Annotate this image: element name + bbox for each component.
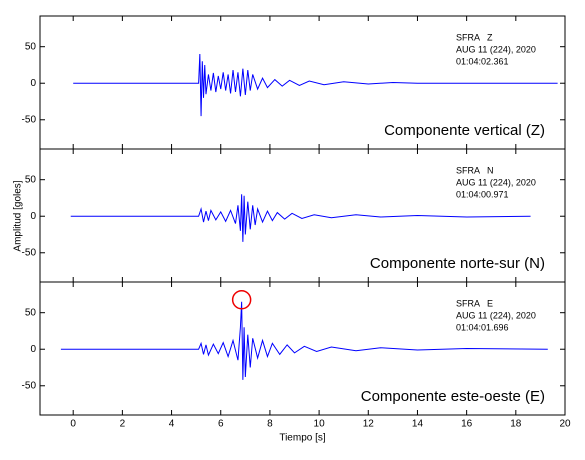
panel-title: Componente este-oeste (E): [361, 388, 545, 405]
y-tick-label: 0: [30, 78, 36, 89]
x-tick-label: 0: [70, 419, 76, 430]
waveform: [73, 53, 558, 117]
y-tick-label: -50: [22, 247, 37, 258]
y-tick-label: 50: [25, 307, 37, 318]
y-tick-label: 50: [25, 41, 37, 52]
x-tick-label: 12: [363, 419, 375, 430]
station-info: 01:04:02.361: [456, 56, 509, 66]
waveform: [60, 301, 548, 380]
station-info: SFRA Z: [456, 32, 493, 42]
panel-title: Componente norte-sur (N): [370, 255, 545, 272]
y-axis-label: Amplitud [goles]: [13, 180, 24, 251]
station-info: SFRA E: [456, 298, 493, 308]
station-info: 01:04:00.971: [456, 189, 509, 199]
x-tick-label: 2: [120, 419, 126, 430]
station-info: SFRA N: [456, 165, 494, 175]
y-tick-label: 0: [30, 211, 36, 222]
x-tick-label: 8: [267, 419, 273, 430]
x-tick-label: 6: [218, 419, 224, 430]
x-tick-label: 4: [169, 419, 175, 430]
x-tick-label: 10: [314, 419, 326, 430]
x-tick-label: 20: [559, 419, 571, 430]
station-info: AUG 11 (224), 2020: [456, 44, 536, 54]
y-tick-label: 50: [25, 174, 37, 185]
x-tick-label: 16: [461, 419, 473, 430]
x-tick-label: 18: [510, 419, 522, 430]
panel-title: Componente vertical (Z): [384, 122, 545, 139]
y-tick-label: -50: [22, 114, 37, 125]
waveform: [70, 194, 531, 242]
x-tick-label: 14: [412, 419, 424, 430]
station-info: AUG 11 (224), 2020: [456, 177, 536, 187]
peak-marker: [231, 289, 252, 310]
station-info: 01:04:01.696: [456, 322, 509, 332]
y-tick-label: 0: [30, 344, 36, 355]
station-info: AUG 11 (224), 2020: [456, 310, 536, 320]
y-tick-label: -50: [22, 380, 37, 391]
panel-frame: [39, 281, 566, 416]
x-axis-label: Tiempo [s]: [279, 433, 326, 444]
